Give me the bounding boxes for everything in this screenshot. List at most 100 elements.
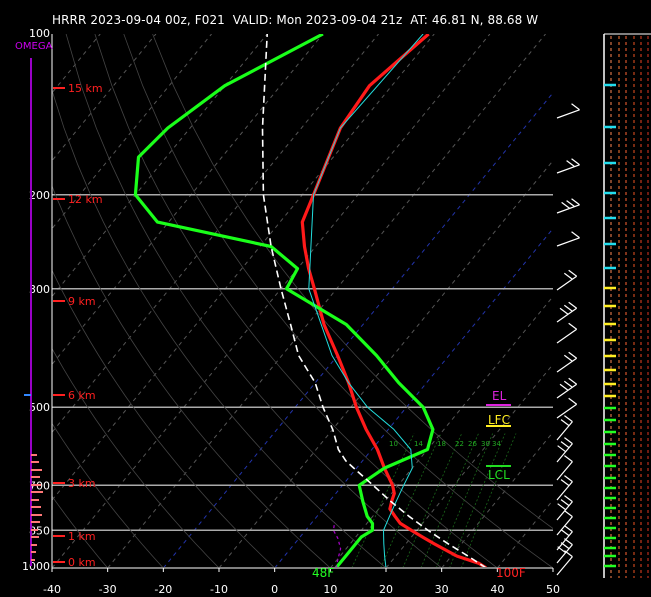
barb-staff [556, 307, 578, 323]
wind-barb [556, 437, 573, 463]
barb-flag [564, 525, 573, 533]
isotherm-line [441, 431, 553, 567]
barb-flag [571, 231, 580, 239]
barb-flag [563, 272, 573, 280]
height-tick-label: 0 km [68, 556, 96, 569]
barb-staff [556, 204, 580, 214]
barb-staff [556, 328, 578, 344]
pressure-tick-label: 500 [29, 401, 50, 414]
barb-flag [559, 307, 569, 315]
sounding-traces [133, 34, 488, 567]
x-tick-label: 20 [379, 583, 393, 596]
el-label: EL [492, 389, 507, 403]
wind-barb [556, 415, 573, 441]
wind-barb [556, 538, 573, 564]
barb-flag [564, 538, 573, 546]
barb-staff [556, 531, 573, 551]
height-tick-labels: 15 km 12 km 9 km 6 km 3 km 1 km 0 km [53, 82, 103, 569]
barb-flag [560, 441, 570, 449]
isotherm-line [274, 227, 553, 567]
barb-staff [556, 403, 578, 419]
wind-barb [556, 269, 578, 291]
wind-barb [556, 525, 573, 551]
barb-flag [560, 499, 570, 507]
dry-adiabat [52, 347, 219, 567]
wind-barb [556, 158, 580, 174]
barb-staff [556, 443, 573, 463]
mixing-ratio-label: 34 [492, 440, 501, 448]
wind-barb [556, 377, 578, 399]
barb-flag [564, 550, 573, 558]
height-tick-label: 9 km [68, 295, 96, 308]
barb-flag [571, 103, 580, 111]
wind-barb [556, 103, 580, 119]
lfc-marker: LFC [486, 413, 511, 427]
omega-bars [24, 394, 43, 561]
dry-adiabat [123, 34, 553, 567]
wind-barb [556, 231, 580, 247]
height-tick-label: 12 km [68, 193, 103, 206]
barb-staff [556, 556, 573, 576]
wind-barb [556, 198, 580, 214]
barb-flag [566, 160, 575, 168]
wind-barb [556, 475, 573, 501]
x-tick-label: -20 [154, 583, 172, 596]
wind-barb [556, 495, 573, 521]
barb-flag [557, 445, 566, 453]
x-tick-label: -40 [43, 583, 61, 596]
barb-flag [564, 510, 573, 518]
isotherm-line [107, 34, 546, 567]
barb-flag [571, 158, 580, 166]
dry-adiabat [52, 184, 330, 567]
mixing-ratio-label: 18 [437, 440, 446, 448]
barb-flag [560, 542, 570, 550]
parcel-trace [261, 34, 487, 567]
pressure-tick-label: 100 [29, 27, 50, 40]
dry-adiabat [52, 495, 108, 567]
surface-temperature-label: 100F [496, 566, 526, 580]
barb-flag [571, 198, 580, 206]
mixing-ratio-label: 22 [455, 440, 464, 448]
profile-strip [603, 33, 651, 578]
barb-flag [557, 546, 566, 554]
mixing-ratio-line [449, 433, 506, 567]
isotherm-line [219, 159, 553, 567]
omega-label: OMEGA [15, 41, 53, 52]
barb-flag [561, 201, 570, 209]
barb-flag [568, 322, 578, 330]
barb-staff [556, 383, 578, 399]
surface-dewpoint-label: 48F [312, 566, 334, 580]
barb-flag [559, 383, 569, 391]
barb-flag [568, 301, 578, 309]
mixing-ratio-label: 30 [481, 440, 490, 448]
barb-flag [566, 200, 575, 208]
x-tick-label: 0 [271, 583, 278, 596]
pressure-tick-labels: 1002003005007008501000 [22, 27, 50, 573]
barb-staff [556, 544, 573, 564]
pressure-tick-label: 1000 [22, 560, 50, 573]
isotherm-line [52, 34, 379, 434]
dry-adiabat [152, 34, 553, 530]
barb-staff [556, 357, 578, 373]
wet_bulb-trace [308, 34, 424, 567]
isotherm-line [52, 34, 324, 366]
barb-staff [556, 481, 573, 501]
barb-flag [563, 354, 573, 362]
mixing-ratio-line [380, 433, 442, 567]
wind-barbs [556, 103, 580, 576]
barb-flag [568, 351, 578, 359]
isobar-lines [52, 194, 553, 532]
barb-flag [563, 380, 573, 388]
mixing-ratio-lines [351, 433, 517, 567]
isotherm-line [163, 92, 553, 567]
barb-flag [568, 269, 578, 277]
barb-flag [557, 503, 566, 511]
barb-staff [556, 164, 580, 174]
dewpoint-trace [133, 34, 435, 567]
wind-barb [556, 397, 578, 419]
x-tick-label: 40 [490, 583, 504, 596]
wind-barb [556, 301, 578, 323]
temperature-trace [300, 34, 488, 567]
dry-adiabat [94, 34, 497, 567]
